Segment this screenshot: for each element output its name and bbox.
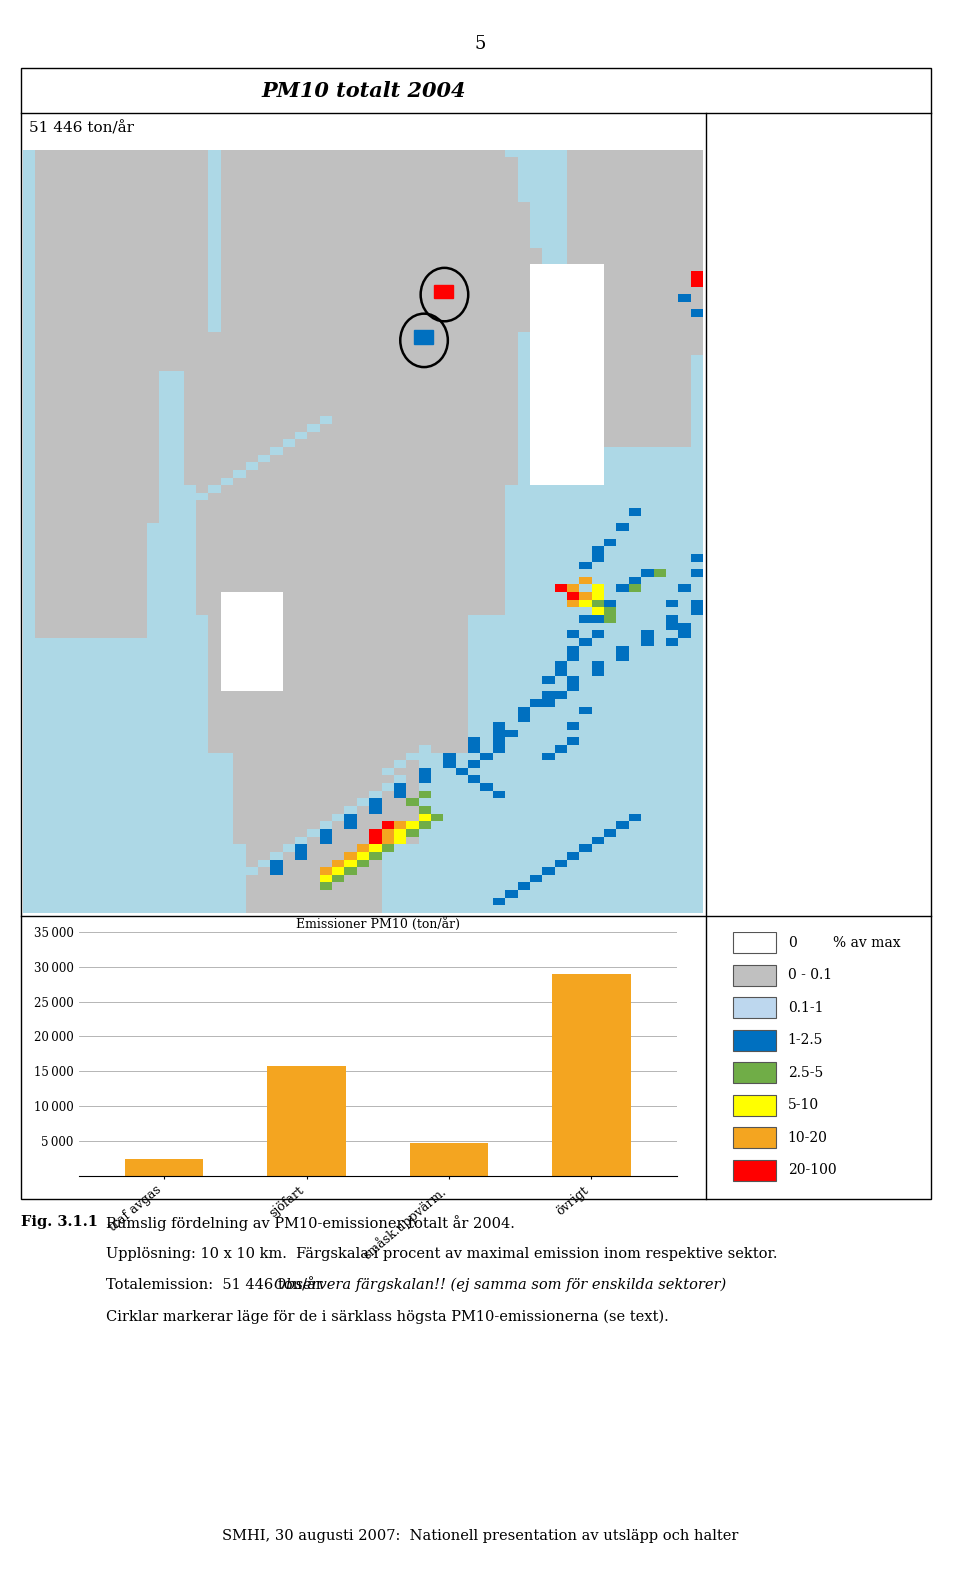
Bar xyxy=(125,1158,204,1176)
Text: Observera färgskalan!! (ej samma som för enskilda sektorer): Observera färgskalan!! (ej samma som för… xyxy=(274,1278,726,1292)
Text: Fig. 3.1.1: Fig. 3.1.1 xyxy=(21,1215,98,1229)
Text: SMHI, 30 augusti 2007:  Nationell presentation av utsläpp och halter: SMHI, 30 augusti 2007: Nationell present… xyxy=(222,1528,738,1543)
Text: 0.1-1: 0.1-1 xyxy=(788,1001,824,1015)
Text: Totalemission:  51 446 ton/år: Totalemission: 51 446 ton/år xyxy=(106,1278,336,1292)
Bar xyxy=(552,974,631,1176)
Bar xyxy=(732,998,776,1018)
Text: PM10 totalt 2004: PM10 totalt 2004 xyxy=(261,80,466,101)
Bar xyxy=(732,1127,776,1147)
Text: % av max: % av max xyxy=(833,937,900,949)
Bar xyxy=(732,932,776,954)
Bar xyxy=(732,1062,776,1083)
Bar xyxy=(410,1143,488,1176)
Bar xyxy=(434,285,453,299)
Bar xyxy=(268,1066,346,1176)
Text: 5-10: 5-10 xyxy=(788,1099,819,1113)
Text: 0: 0 xyxy=(788,937,797,949)
Text: 10-20: 10-20 xyxy=(788,1130,828,1144)
Text: 5: 5 xyxy=(474,35,486,52)
Title: Emissioner PM10 (ton/år): Emissioner PM10 (ton/år) xyxy=(296,916,460,930)
Text: 1-2.5: 1-2.5 xyxy=(788,1033,823,1047)
Text: 2.5-5: 2.5-5 xyxy=(788,1066,823,1080)
Bar xyxy=(732,1160,776,1180)
Bar xyxy=(414,331,433,345)
Text: 20-100: 20-100 xyxy=(788,1163,836,1177)
Bar xyxy=(732,1094,776,1116)
Text: Cirklar markerar läge för de i särklass högsta PM10-emissionerna (se text).: Cirklar markerar läge för de i särklass … xyxy=(106,1310,668,1324)
Bar xyxy=(732,965,776,985)
Text: Upplösning: 10 x 10 km.  Färgskala i procent av maximal emission inom respektive: Upplösning: 10 x 10 km. Färgskala i proc… xyxy=(106,1247,777,1261)
Text: 0 - 0.1: 0 - 0.1 xyxy=(788,968,832,982)
Text: 51 446 ton/år: 51 446 ton/år xyxy=(29,121,133,135)
Bar xyxy=(732,1029,776,1051)
Text: Rumslig fördelning av PM10-emissioner totalt år 2004.: Rumslig fördelning av PM10-emissioner to… xyxy=(106,1215,515,1231)
